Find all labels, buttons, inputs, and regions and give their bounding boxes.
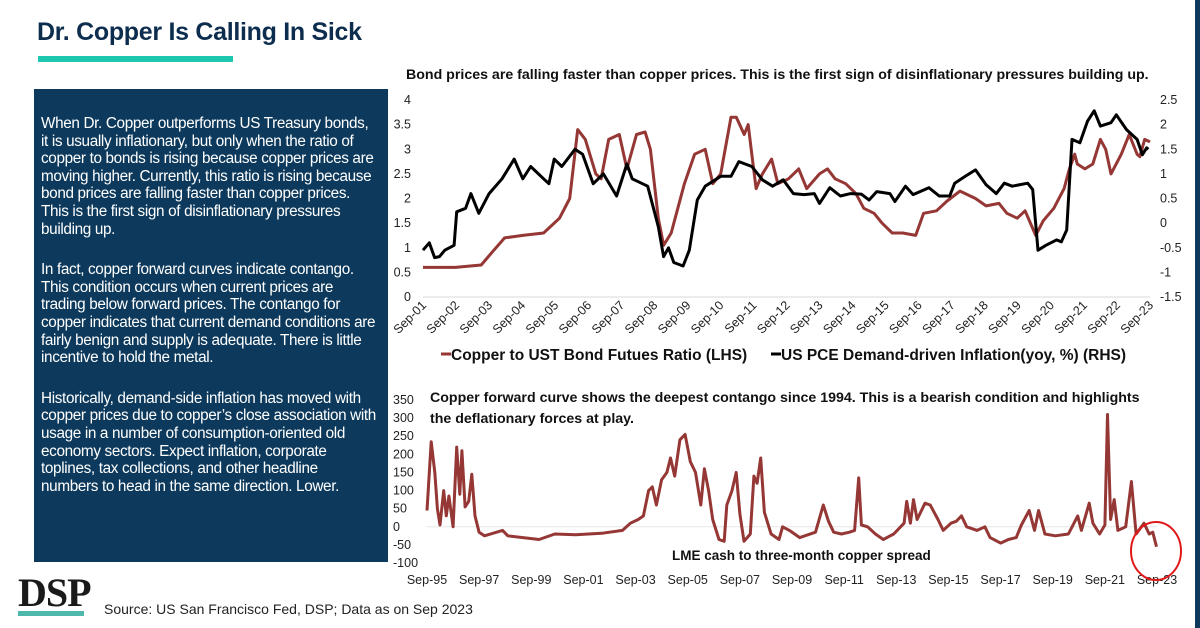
highlight-circle [1130, 521, 1182, 581]
x-tick-label: Sep-13 [876, 573, 916, 587]
x-tick-label: Sep-14 [820, 298, 858, 336]
top-legend: Copper to UST Bond Futues Ratio (LHS) US… [441, 347, 1126, 364]
y-right-tick-label: 1 [1160, 167, 1167, 181]
y-left-tick-label: 1 [404, 241, 411, 255]
copper-spread-line [425, 413, 1158, 548]
y-left-tick-label: 3 [404, 142, 411, 156]
y-right-tick-label: -1.5 [1160, 290, 1182, 304]
copper-bond-ratio-line [423, 115, 1151, 269]
y-left-tick-label: 4 [404, 93, 411, 107]
y-tick-label: 350 [393, 393, 414, 407]
commentary-panel: When Dr. Copper outperforms US Treasury … [34, 89, 388, 562]
x-tick-label: Sep-16 [886, 298, 924, 336]
x-tick-label: Sep-11 [722, 298, 760, 336]
x-tick-label: Sep-13 [787, 298, 825, 336]
y-right-tick-label: 1.5 [1160, 142, 1177, 156]
bottom-chart: -100 -50 0 50 100 150 200 250 300 350 Sep-95 Sep-97… [393, 393, 1177, 587]
y-tick-label: 50 [393, 502, 407, 516]
x-tick-label: Sep-18 [952, 298, 990, 336]
bottom-chart-title-line2: the deflationary forces at play. [430, 411, 634, 427]
y-right-tick-label: 0 [1160, 216, 1167, 230]
y-tick-label: 150 [393, 465, 414, 479]
dsp-logo: DSP [18, 570, 92, 616]
logo-underline [18, 611, 84, 616]
x-tick-label: Sep-21 [1052, 298, 1090, 336]
y-left-tick-label: 2 [404, 192, 411, 206]
x-tick-label: Sep-19 [1033, 573, 1073, 587]
x-tick-label: Sep-20 [1019, 298, 1057, 336]
spread-annotation: LME cash to three-month copper spread [672, 548, 931, 563]
pce-inflation-line [421, 109, 1150, 268]
y-right-tick-label: 0.5 [1160, 192, 1177, 206]
y-right-tick-label: -1 [1160, 265, 1171, 279]
x-tick-label: Sep-17 [980, 573, 1020, 587]
y-left-tick-label: 0.5 [394, 265, 411, 279]
x-tick-label: Sep-09 [772, 573, 812, 587]
x-tick-label: Sep-06 [556, 298, 594, 336]
x-tick-label: Sep-07 [589, 298, 627, 336]
y-tick-label: -100 [393, 556, 418, 570]
x-tick-label: Sep-15 [928, 573, 968, 587]
source-note: Source: US San Francisco Fed, DSP; Data … [104, 601, 473, 617]
legend-label-copper: Copper to UST Bond Futues Ratio (LHS) [451, 347, 747, 364]
y-left-tick-label: 1.5 [394, 216, 411, 230]
x-tick-label: Sep-23 [1118, 298, 1156, 336]
x-tick-label: Sep-99 [511, 573, 551, 587]
commentary-paragraph: Historically, demand-side inflation has … [41, 389, 376, 495]
y-tick-label: 0 [393, 520, 400, 534]
y-right-tick-label: -0.5 [1160, 241, 1182, 255]
y-tick-label: -50 [393, 538, 411, 552]
x-tick-label: Sep-22 [1085, 298, 1123, 336]
top-chart: 0 0.5 1 1.5 2 2.5 3 3.5 4 -1.5 -1 -0.5 0 0.5 1 1.5 2 2.5 S… [391, 93, 1182, 337]
x-tick-label: Sep-11 [824, 573, 863, 587]
commentary-paragraph: When Dr. Copper outperforms US Treasury … [41, 115, 374, 238]
title-underline [38, 56, 233, 62]
x-tick-label: Sep-21 [1085, 573, 1125, 587]
x-tick-label: Sep-17 [919, 298, 957, 336]
x-tick-label: Sep-05 [523, 298, 561, 336]
legend-label-pce: US PCE Demand-driven Inflation(yoy, %) (… [781, 347, 1126, 364]
commentary-paragraph: In fact, copper forward curves indicate … [41, 261, 376, 367]
y-tick-label: 300 [393, 411, 414, 425]
x-tick-label: Sep-09 [655, 298, 693, 336]
y-tick-label: 100 [393, 484, 414, 498]
y-left-tick-label: 3.5 [394, 118, 411, 132]
right-edge-strip [1195, 0, 1200, 628]
x-tick-label: Sep-02 [424, 298, 462, 336]
x-tick-label: Sep-03 [457, 298, 495, 336]
y-left-tick-label: 2.5 [394, 167, 411, 181]
y-right-tick-label: 2.5 [1160, 93, 1177, 107]
x-tick-label: Sep-97 [459, 573, 499, 587]
bottom-chart-title-line1: Copper forward curve shows the deepest c… [430, 390, 1140, 406]
x-tick-label: Sep-95 [407, 573, 447, 587]
x-tick-label: Sep-08 [622, 298, 660, 336]
logo-text: DSP [18, 570, 92, 615]
x-tick-label: Sep-03 [615, 573, 655, 587]
x-tick-label: Sep-15 [853, 298, 891, 336]
y-tick-label: 250 [393, 429, 414, 443]
x-tick-label: Sep-19 [986, 298, 1024, 336]
top-chart-title: Bond prices are falling faster than copp… [406, 67, 1149, 83]
x-tick-label: Sep-12 [754, 298, 792, 336]
page-title: Dr. Copper Is Calling In Sick [37, 18, 362, 46]
x-tick-label: Sep-01 [563, 573, 603, 587]
x-tick-label: Sep-04 [490, 298, 528, 336]
x-tick-label: Sep-07 [720, 573, 760, 587]
x-tick-label: Sep-05 [668, 573, 708, 587]
y-right-tick-label: 2 [1160, 118, 1167, 132]
x-tick-label: Sep-10 [688, 298, 726, 336]
y-left-tick-label: 0 [404, 290, 411, 304]
y-tick-label: 200 [393, 447, 414, 461]
